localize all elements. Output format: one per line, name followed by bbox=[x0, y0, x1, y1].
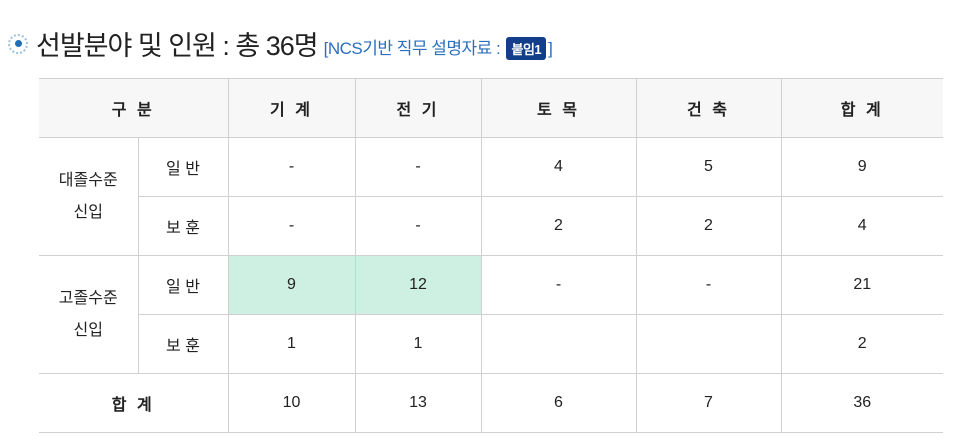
section-title: 선발분야 및 인원 : 총 36명 [NCS기반 직무 설명자료 : 붙임1] bbox=[8, 24, 553, 63]
cell: - bbox=[227, 137, 356, 197]
recruitment-table: 구 분 기 계 전 기 토 목 건 축 합 계 대졸수준 신입 일 반 - - 4… bbox=[39, 78, 943, 433]
cell: 6 bbox=[480, 373, 637, 433]
group-label: 대졸수준 신입 bbox=[39, 137, 139, 256]
cell: - bbox=[635, 255, 782, 315]
table-row: 고졸수준 신입 일 반 9 12 - - 21 bbox=[39, 255, 943, 374]
cell: 4 bbox=[480, 137, 637, 197]
bullet-icon bbox=[8, 33, 28, 54]
cell: 9 bbox=[780, 137, 943, 197]
cell: 10 bbox=[227, 373, 356, 433]
cell: 2 bbox=[635, 196, 782, 256]
row-type: 보 훈 bbox=[138, 314, 229, 374]
cell bbox=[480, 314, 637, 374]
attachment-badge[interactable]: 붙임1 bbox=[506, 36, 547, 60]
header-total: 합 계 bbox=[780, 78, 943, 138]
cell: 5 bbox=[635, 137, 782, 197]
table-row: 보 훈 1 1 2 bbox=[39, 314, 943, 374]
ncs-link[interactable]: [NCS기반 직무 설명자료 : 붙임1] bbox=[323, 36, 553, 60]
header-row: 구 분 기 계 전 기 토 목 건 축 합 계 bbox=[39, 78, 943, 138]
cell: 1 bbox=[227, 314, 356, 374]
cell: 21 bbox=[780, 255, 943, 315]
cell: 4 bbox=[780, 196, 943, 256]
cell: 2 bbox=[480, 196, 637, 256]
header-category: 구 분 bbox=[39, 78, 229, 138]
row-type: 일 반 bbox=[137, 137, 229, 197]
header-mechanical: 기 계 bbox=[227, 78, 356, 138]
header-architecture: 건 축 bbox=[635, 78, 782, 138]
row-type: 보 훈 bbox=[138, 196, 229, 256]
cell: - bbox=[354, 196, 482, 256]
total-row: 합 계 10 13 6 7 36 bbox=[39, 373, 943, 433]
cell bbox=[635, 314, 782, 374]
highlighted-cell: 12 bbox=[354, 255, 482, 315]
cell: 2 bbox=[780, 314, 943, 374]
table-row: 대졸수준 신입 일 반 - - 4 5 9 bbox=[39, 137, 943, 256]
highlighted-cell: 9 bbox=[227, 255, 356, 315]
cell: 7 bbox=[635, 373, 782, 433]
cell: 36 bbox=[780, 373, 943, 433]
total-label: 합 계 bbox=[39, 373, 229, 433]
table-row: 보 훈 - - 2 2 4 bbox=[39, 196, 943, 256]
cell: 1 bbox=[354, 314, 482, 374]
cell: 13 bbox=[354, 373, 482, 433]
cell: - bbox=[227, 196, 356, 256]
cell: - bbox=[480, 255, 637, 315]
header-civil: 토 목 bbox=[480, 78, 637, 138]
header-electrical: 전 기 bbox=[354, 78, 482, 138]
row-type: 일 반 bbox=[137, 255, 229, 315]
group-label: 고졸수준 신입 bbox=[39, 255, 139, 374]
title-main: 선발분야 및 인원 : 총 36명 bbox=[36, 31, 319, 61]
cell: - bbox=[354, 137, 482, 197]
